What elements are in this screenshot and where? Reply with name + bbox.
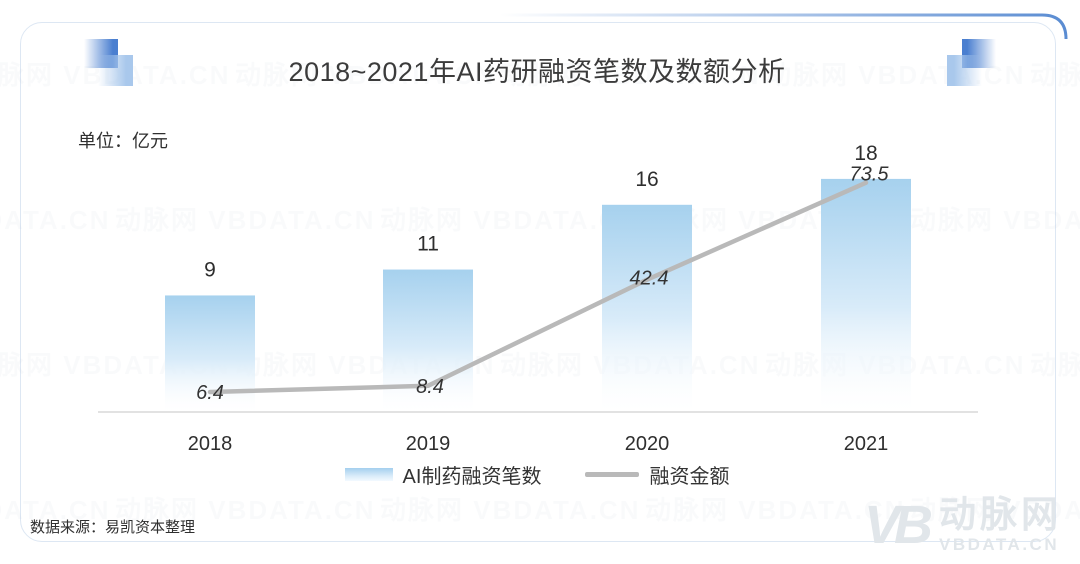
legend-item-bars: AI制药融资笔数 bbox=[344, 460, 542, 489]
legend: AI制药融资笔数 融资金额 bbox=[20, 460, 1054, 489]
legend-line-swatch bbox=[585, 472, 640, 477]
bar-value-label: 16 bbox=[635, 168, 658, 191]
unit-label: 单位：亿元 bbox=[78, 131, 168, 151]
legend-item-line: 融资金额 bbox=[585, 460, 729, 489]
x-axis-label: 2019 bbox=[406, 433, 451, 455]
legend-bar-swatch bbox=[344, 468, 393, 481]
line-value-label: 6.4 bbox=[196, 382, 224, 404]
bar-value-label: 18 bbox=[854, 142, 877, 165]
vb-logo-mark: VB bbox=[864, 495, 933, 555]
x-axis-label: 2021 bbox=[844, 433, 889, 455]
vbdata-logo: VB 动脉网 VBDATA.CN bbox=[864, 495, 1062, 556]
decor-square-light bbox=[98, 55, 133, 86]
logo-text: 动脉网 VBDATA.CN bbox=[939, 495, 1062, 555]
bar-value-label: 11 bbox=[417, 233, 439, 256]
line-value-label: 73.5 bbox=[850, 164, 890, 186]
legend-line-label: 融资金额 bbox=[649, 466, 730, 488]
bar-2020 bbox=[602, 204, 692, 412]
bar-2021 bbox=[821, 178, 911, 412]
logo-name: 动脉网 bbox=[939, 494, 1063, 535]
x-axis-label: 2020 bbox=[625, 433, 670, 455]
logo-domain: VBDATA.CN bbox=[939, 535, 1060, 554]
legend-bar-label: AI制药融资笔数 bbox=[402, 466, 542, 488]
bar-value-label: 9 bbox=[204, 258, 216, 281]
source-note: 数据来源：易凯资本整理 bbox=[30, 519, 196, 536]
line-value-label: 42.4 bbox=[630, 268, 669, 290]
line-series bbox=[207, 180, 869, 395]
x-axis-label: 2018 bbox=[188, 433, 233, 455]
chart-title: 2018~2021年AI药研融资笔数及数额分析 bbox=[288, 57, 786, 87]
decor-squares-left bbox=[84, 39, 134, 87]
line-value-label: 8.4 bbox=[416, 376, 444, 398]
